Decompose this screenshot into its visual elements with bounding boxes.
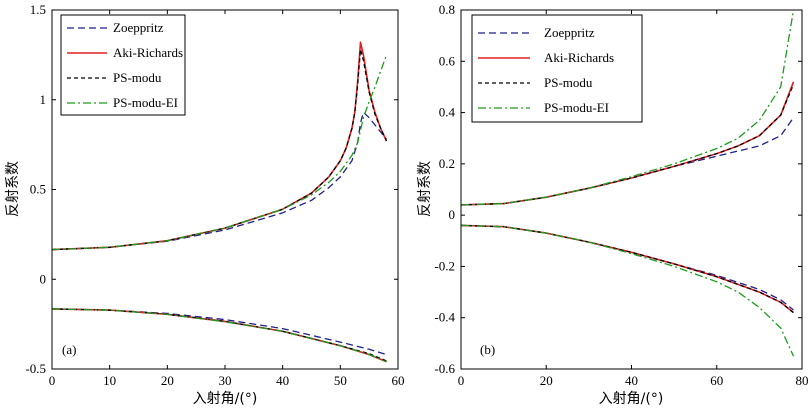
panel-b-ytick-label: 0.6 [439, 53, 456, 68]
panel-b-legend-box [471, 14, 643, 123]
panel-b-ytick-label: 0.8 [439, 2, 455, 17]
panel-a-label: (a) [62, 342, 76, 357]
panel-b-ytick-label: -0.6 [434, 361, 455, 376]
panel-b-xtick-label: 60 [710, 373, 723, 388]
panel-a-xlabel: 入射角/(°) [193, 391, 258, 407]
panel-a-lines [52, 41, 388, 363]
panel-a-xtick-label: 50 [334, 373, 347, 388]
panel-a-xtick-label: 20 [161, 373, 174, 388]
panel-b-xlabel: 入射角/(°) [599, 391, 664, 407]
panel-a-series-ps-modu-ei-lower [52, 308, 387, 363]
panel-a-ytick-label: 1 [40, 92, 47, 107]
panel-b-ytick-label: 0 [449, 207, 456, 222]
panel-a-legend-box [60, 14, 186, 116]
panel-a-ylabel: 反射系数 [5, 161, 21, 217]
panel-b-xtick-label: 80 [796, 373, 808, 388]
panel-b-ylabel: 反射系数 [417, 161, 433, 217]
panel-a-series-ps-modu-lower [52, 308, 387, 362]
panel-a-ytick-label: -0.5 [25, 361, 46, 376]
panel-b-legend: Zoeppritz Aki-Richards PS-modu PS-modu-E… [471, 14, 643, 123]
panel-b: 0 20 40 60 80-0.6-0.4-0.200.20.40.60.8 反射系数 … [417, 2, 808, 407]
legend-a-ps-modu-ei: PS-modu-EI [113, 95, 178, 110]
panel-a-series-zoeppritz-upper [52, 111, 388, 251]
panel-b-label: (b) [480, 342, 495, 357]
legend-b-ps-modu: PS-modu [544, 75, 593, 90]
legend-b-ps-modu-ei: PS-modu-EI [544, 100, 609, 115]
panel-a-ytick-label: 0 [40, 271, 47, 286]
panel-a-xtick-label: 40 [276, 373, 289, 388]
panel-a-legend: Zoeppritz Aki-Richards PS-modu PS-modu-E… [60, 14, 186, 116]
panel-a: 0 10 20 30 40 50 60-0.500.511.5 反射系数 入射角/(°) (… [5, 2, 405, 407]
panel-a-series-ps-modu-ei-upper [52, 54, 388, 251]
panel-b-xtick-label: 0 [458, 373, 465, 388]
panel-a-ytick-label: 1.5 [30, 2, 46, 17]
panel-a-xtick-label: 10 [103, 373, 116, 388]
panel-b-ytick-label: -0.4 [434, 310, 455, 325]
legend-a-aki-richards: Aki-Richards [113, 45, 183, 60]
legend-b-aki-richards: Aki-Richards [544, 50, 614, 65]
panel-b-series-ps-modu-ei-upper [461, 10, 795, 206]
panel-b-xtick-label: 40 [625, 373, 638, 388]
panel-b-ytick-label: 0.2 [439, 156, 455, 171]
panel-a-xtick-label: 60 [392, 373, 405, 388]
panel-b-lines [461, 10, 795, 357]
legend-b-zoeppritz: Zoeppritz [544, 25, 595, 40]
legend-a-zoeppritz: Zoeppritz [113, 20, 164, 35]
panel-b-xtick-label: 20 [540, 373, 553, 388]
panel-a-xtick-label: 30 [219, 373, 232, 388]
panel-a-ticks: 0 10 20 30 40 50 60-0.500.511.5 [25, 2, 404, 388]
legend-a-ps-modu: PS-modu [113, 70, 162, 85]
panel-a-xtick-label: 0 [49, 373, 56, 388]
panel-b-ytick-label: -0.2 [434, 258, 455, 273]
panel-b-series-ps-modu-ei-lower [461, 224, 795, 357]
panel-b-ticks: 0 20 40 60 80 -0.6 -0.4 -0.2 0 0.2 0.4 0.6 0.8 [434, 2, 808, 388]
panel-a-ytick-label: 0.5 [30, 182, 46, 197]
panel-b-ytick-label: 0.4 [439, 105, 456, 120]
